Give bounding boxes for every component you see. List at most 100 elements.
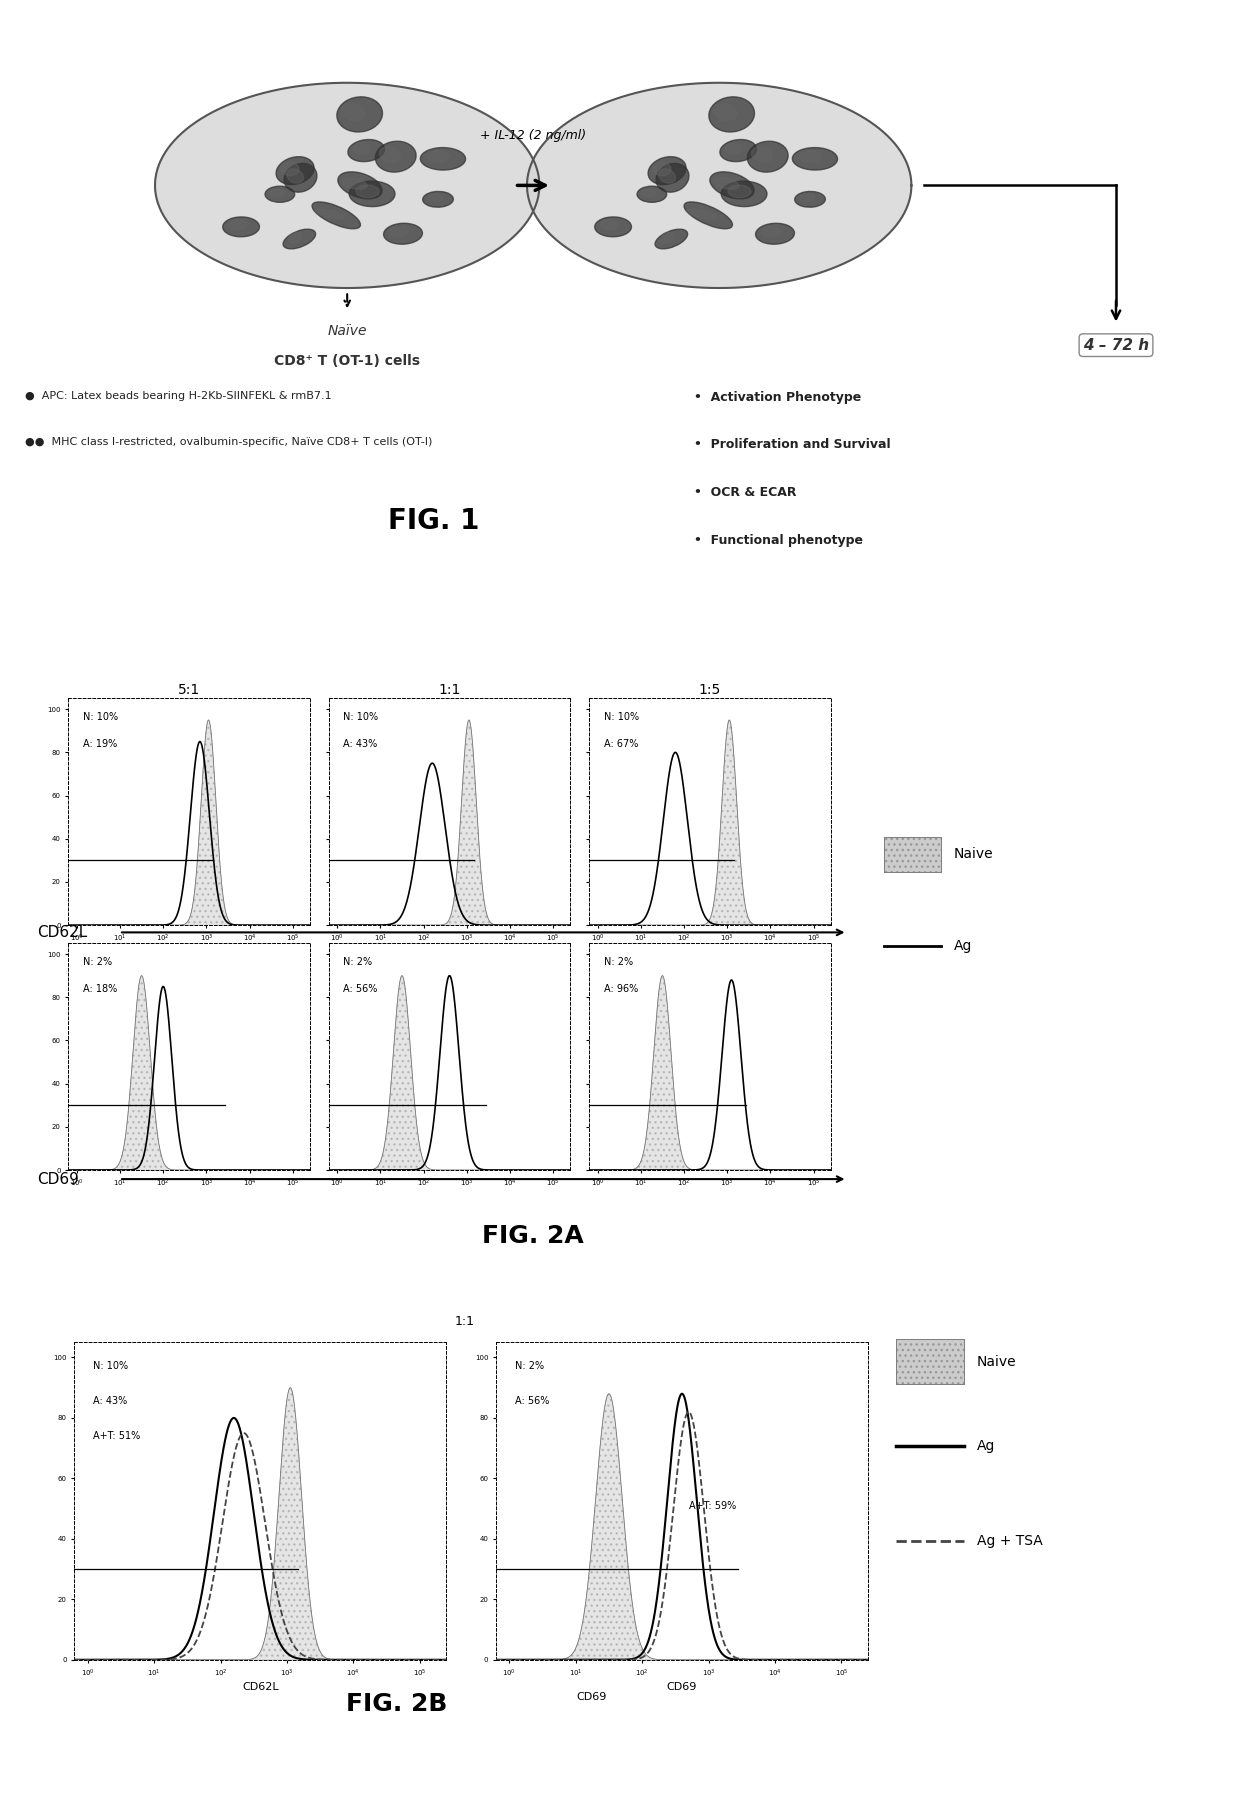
- Ellipse shape: [755, 223, 795, 245]
- Ellipse shape: [728, 185, 751, 198]
- Ellipse shape: [277, 156, 314, 185]
- Ellipse shape: [228, 219, 247, 230]
- Ellipse shape: [800, 194, 815, 201]
- Ellipse shape: [748, 141, 789, 172]
- Ellipse shape: [714, 178, 739, 189]
- Ellipse shape: [389, 227, 408, 238]
- Ellipse shape: [428, 151, 450, 161]
- Text: N: 10%: N: 10%: [93, 1360, 128, 1371]
- Text: N: 2%: N: 2%: [515, 1360, 543, 1371]
- Ellipse shape: [356, 185, 379, 198]
- Ellipse shape: [641, 189, 656, 196]
- Ellipse shape: [379, 147, 401, 161]
- Ellipse shape: [709, 96, 754, 132]
- Text: •  Activation Phenotype: • Activation Phenotype: [694, 390, 862, 405]
- Ellipse shape: [420, 147, 465, 171]
- Text: N: 10%: N: 10%: [343, 713, 378, 722]
- Text: A: 43%: A: 43%: [343, 740, 377, 749]
- Text: CD69: CD69: [37, 1172, 79, 1186]
- Text: + IL-12 (2 ng/ml): + IL-12 (2 ng/ml): [480, 129, 587, 141]
- X-axis label: CD69: CD69: [667, 1682, 697, 1691]
- Text: •  Functional phenotype: • Functional phenotype: [694, 533, 863, 546]
- Ellipse shape: [265, 187, 295, 203]
- Ellipse shape: [720, 140, 756, 161]
- Ellipse shape: [595, 218, 631, 238]
- Ellipse shape: [315, 209, 345, 219]
- Ellipse shape: [223, 218, 259, 238]
- Ellipse shape: [725, 143, 743, 154]
- Ellipse shape: [283, 229, 316, 249]
- Ellipse shape: [687, 209, 717, 219]
- Text: A: 56%: A: 56%: [343, 983, 377, 994]
- Ellipse shape: [800, 151, 822, 161]
- Text: ●●  MHC class I-restricted, ovalbumin-specific, Naïve CD8+ T cells (OT-I): ●● MHC class I-restricted, ovalbumin-spe…: [25, 437, 433, 446]
- Text: A+T: 51%: A+T: 51%: [93, 1431, 140, 1442]
- Text: A: 19%: A: 19%: [83, 740, 117, 749]
- Text: FIG. 2A: FIG. 2A: [482, 1224, 584, 1248]
- Ellipse shape: [337, 96, 382, 132]
- Title: 1:5: 1:5: [699, 684, 720, 697]
- Text: FIG. 2B: FIG. 2B: [346, 1692, 448, 1716]
- Ellipse shape: [656, 163, 689, 192]
- Text: A: 18%: A: 18%: [83, 983, 117, 994]
- Text: Naïve: Naïve: [327, 325, 367, 339]
- Ellipse shape: [655, 229, 688, 249]
- Text: Ag: Ag: [977, 1440, 994, 1453]
- Text: Ag: Ag: [954, 940, 972, 952]
- Title: 1:1: 1:1: [438, 684, 461, 697]
- Text: Ag + TSA: Ag + TSA: [977, 1535, 1043, 1547]
- Ellipse shape: [661, 232, 673, 243]
- Ellipse shape: [600, 219, 619, 230]
- Ellipse shape: [284, 163, 317, 192]
- Ellipse shape: [722, 181, 768, 207]
- Ellipse shape: [792, 147, 837, 171]
- Polygon shape: [884, 836, 941, 873]
- Ellipse shape: [652, 161, 671, 176]
- Text: N: 10%: N: 10%: [83, 713, 118, 722]
- Text: ●  APC: Latex beads bearing H-2Kb-SIINFEKL & rmB7.1: ● APC: Latex beads bearing H-2Kb-SIINFEK…: [25, 390, 331, 401]
- Title: 5:1: 5:1: [179, 684, 200, 697]
- Polygon shape: [527, 83, 911, 288]
- Text: Naive: Naive: [977, 1355, 1017, 1368]
- Text: N: 10%: N: 10%: [604, 713, 639, 722]
- Ellipse shape: [709, 172, 754, 200]
- Ellipse shape: [428, 194, 443, 201]
- Ellipse shape: [795, 192, 826, 207]
- Ellipse shape: [751, 147, 773, 161]
- Ellipse shape: [289, 232, 301, 243]
- Ellipse shape: [658, 169, 676, 183]
- Ellipse shape: [269, 189, 284, 196]
- Text: A: 43%: A: 43%: [93, 1397, 128, 1406]
- Text: N: 2%: N: 2%: [604, 958, 632, 967]
- Text: N: 2%: N: 2%: [83, 958, 112, 967]
- Polygon shape: [155, 83, 539, 288]
- Ellipse shape: [341, 103, 365, 120]
- Ellipse shape: [350, 181, 396, 207]
- Ellipse shape: [312, 201, 361, 229]
- Ellipse shape: [280, 161, 299, 176]
- Ellipse shape: [348, 140, 384, 161]
- Text: A: 56%: A: 56%: [515, 1397, 549, 1406]
- Ellipse shape: [383, 223, 423, 245]
- Text: N: 2%: N: 2%: [343, 958, 372, 967]
- Text: CD62L: CD62L: [37, 925, 88, 940]
- Text: A: 67%: A: 67%: [604, 740, 637, 749]
- Ellipse shape: [761, 227, 780, 238]
- Text: CD69: CD69: [577, 1692, 606, 1703]
- Text: Naive: Naive: [954, 847, 993, 862]
- Ellipse shape: [649, 156, 686, 185]
- Text: 4 – 72 h: 4 – 72 h: [1083, 337, 1149, 352]
- X-axis label: CD62L: CD62L: [242, 1682, 279, 1691]
- Text: A: 96%: A: 96%: [604, 983, 637, 994]
- Ellipse shape: [376, 141, 417, 172]
- Ellipse shape: [342, 178, 367, 189]
- Ellipse shape: [353, 143, 371, 154]
- Text: •  OCR & ECAR: • OCR & ECAR: [694, 486, 797, 499]
- Text: FIG. 1: FIG. 1: [388, 506, 480, 535]
- Polygon shape: [897, 1339, 963, 1384]
- Text: CD8⁺ T (OT-1) cells: CD8⁺ T (OT-1) cells: [274, 354, 420, 368]
- Ellipse shape: [337, 172, 382, 200]
- Ellipse shape: [713, 103, 737, 120]
- Text: 1:1: 1:1: [455, 1315, 475, 1328]
- Text: A+T: 59%: A+T: 59%: [689, 1502, 737, 1511]
